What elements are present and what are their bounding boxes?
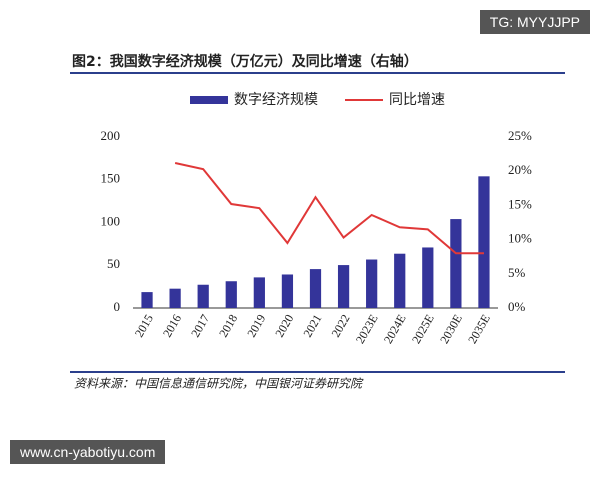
bar bbox=[337, 265, 350, 308]
bar bbox=[478, 176, 490, 308]
chart-title: 图2：我国数字经济规模（万亿元）及同比增速（右轴） bbox=[72, 53, 418, 70]
bar bbox=[394, 253, 406, 308]
bar bbox=[366, 259, 378, 308]
y-tick-label: 50 bbox=[107, 256, 120, 271]
y-tick-label: 100 bbox=[101, 213, 121, 228]
x-tick-label: 2020 bbox=[272, 312, 296, 340]
bar bbox=[197, 284, 209, 308]
bar bbox=[141, 292, 153, 308]
y-tick-label: 150 bbox=[101, 171, 121, 186]
x-tick-label: 2017 bbox=[188, 312, 212, 340]
x-tick-label: 2030E bbox=[437, 312, 465, 346]
line bbox=[174, 162, 484, 255]
y-tick-label: 200 bbox=[101, 128, 121, 143]
source: 资料来源：中国信息通信研究院，中国银河证券研究院 bbox=[74, 377, 364, 391]
watermark: www.cn-yabotiyu.com bbox=[10, 440, 166, 464]
x-tick-label: 2018 bbox=[216, 312, 240, 340]
x-tick-label: 2021 bbox=[300, 312, 324, 340]
x-tick-label: 2024E bbox=[381, 312, 409, 346]
bar bbox=[309, 269, 322, 308]
x-tick-label: 2025E bbox=[409, 312, 437, 346]
y2-tick-label: 10% bbox=[508, 231, 532, 246]
y2-tick-label: 20% bbox=[508, 162, 532, 177]
y2-tick-label: 0% bbox=[508, 299, 526, 314]
bar bbox=[422, 247, 434, 308]
x-tick-label: 2023E bbox=[353, 312, 381, 346]
bar bbox=[253, 277, 265, 308]
x-tick-label: 2022 bbox=[328, 312, 352, 340]
bar bbox=[281, 274, 294, 308]
y2-tick-label: 25% bbox=[508, 128, 532, 143]
y-tick-label: 0 bbox=[114, 299, 121, 314]
y2-tick-label: 5% bbox=[508, 265, 526, 280]
y2-tick-label: 15% bbox=[508, 196, 532, 211]
bar bbox=[169, 288, 181, 308]
legend-label: 同比增速 bbox=[389, 92, 445, 108]
bar bbox=[225, 281, 237, 308]
x-tick-label: 2019 bbox=[244, 312, 268, 340]
legend-swatch bbox=[190, 96, 228, 104]
watermark: TG: MYYJJPP bbox=[479, 10, 590, 34]
bar bbox=[450, 219, 462, 308]
legend-label: 数字经济规模 bbox=[234, 92, 318, 108]
x-tick-label: 2035E bbox=[465, 312, 493, 346]
x-tick-label: 2016 bbox=[160, 312, 184, 340]
x-tick-label: 2015 bbox=[132, 312, 156, 340]
